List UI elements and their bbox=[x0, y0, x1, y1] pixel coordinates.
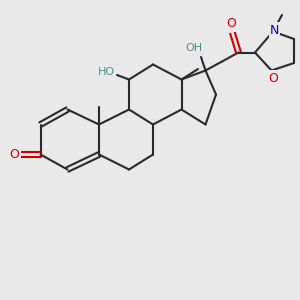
Text: HO: HO bbox=[98, 67, 115, 77]
Text: OH: OH bbox=[185, 43, 202, 53]
Text: N: N bbox=[270, 23, 279, 37]
Text: O: O bbox=[268, 71, 278, 85]
Text: O: O bbox=[226, 17, 236, 31]
Text: O: O bbox=[10, 148, 19, 161]
